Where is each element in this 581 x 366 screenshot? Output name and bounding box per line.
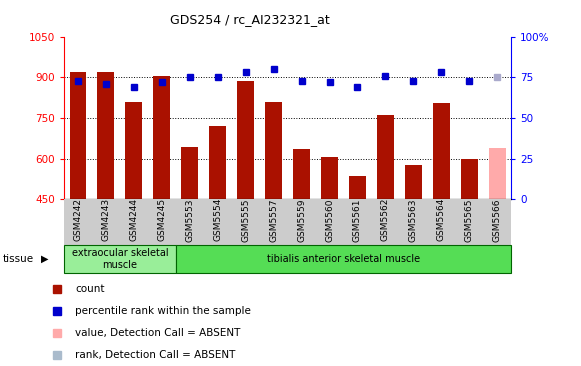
Text: rank, Detection Call = ABSENT: rank, Detection Call = ABSENT — [76, 350, 236, 359]
Bar — [153, 76, 170, 199]
Bar — [265, 102, 282, 199]
Text: count: count — [76, 284, 105, 294]
Bar — [405, 165, 422, 199]
Bar — [349, 176, 366, 199]
Text: ▶: ▶ — [41, 254, 48, 264]
Text: extraocular skeletal
muscle: extraocular skeletal muscle — [71, 248, 168, 270]
Bar — [181, 146, 198, 199]
Bar — [175, 245, 511, 273]
Bar — [237, 81, 254, 199]
Bar — [209, 126, 226, 199]
Bar — [489, 148, 505, 199]
Text: tissue: tissue — [3, 254, 34, 264]
Bar — [461, 159, 478, 199]
Bar — [433, 103, 450, 199]
Text: percentile rank within the sample: percentile rank within the sample — [76, 306, 251, 315]
Bar — [64, 245, 175, 273]
Bar — [70, 72, 87, 199]
Text: tibialis anterior skeletal muscle: tibialis anterior skeletal muscle — [267, 254, 420, 264]
Text: GDS254 / rc_AI232321_at: GDS254 / rc_AI232321_at — [170, 13, 329, 26]
Bar — [293, 149, 310, 199]
Bar — [321, 157, 338, 199]
Bar — [377, 115, 394, 199]
Text: value, Detection Call = ABSENT: value, Detection Call = ABSENT — [76, 328, 241, 337]
Bar — [125, 102, 142, 199]
Bar — [98, 72, 114, 199]
